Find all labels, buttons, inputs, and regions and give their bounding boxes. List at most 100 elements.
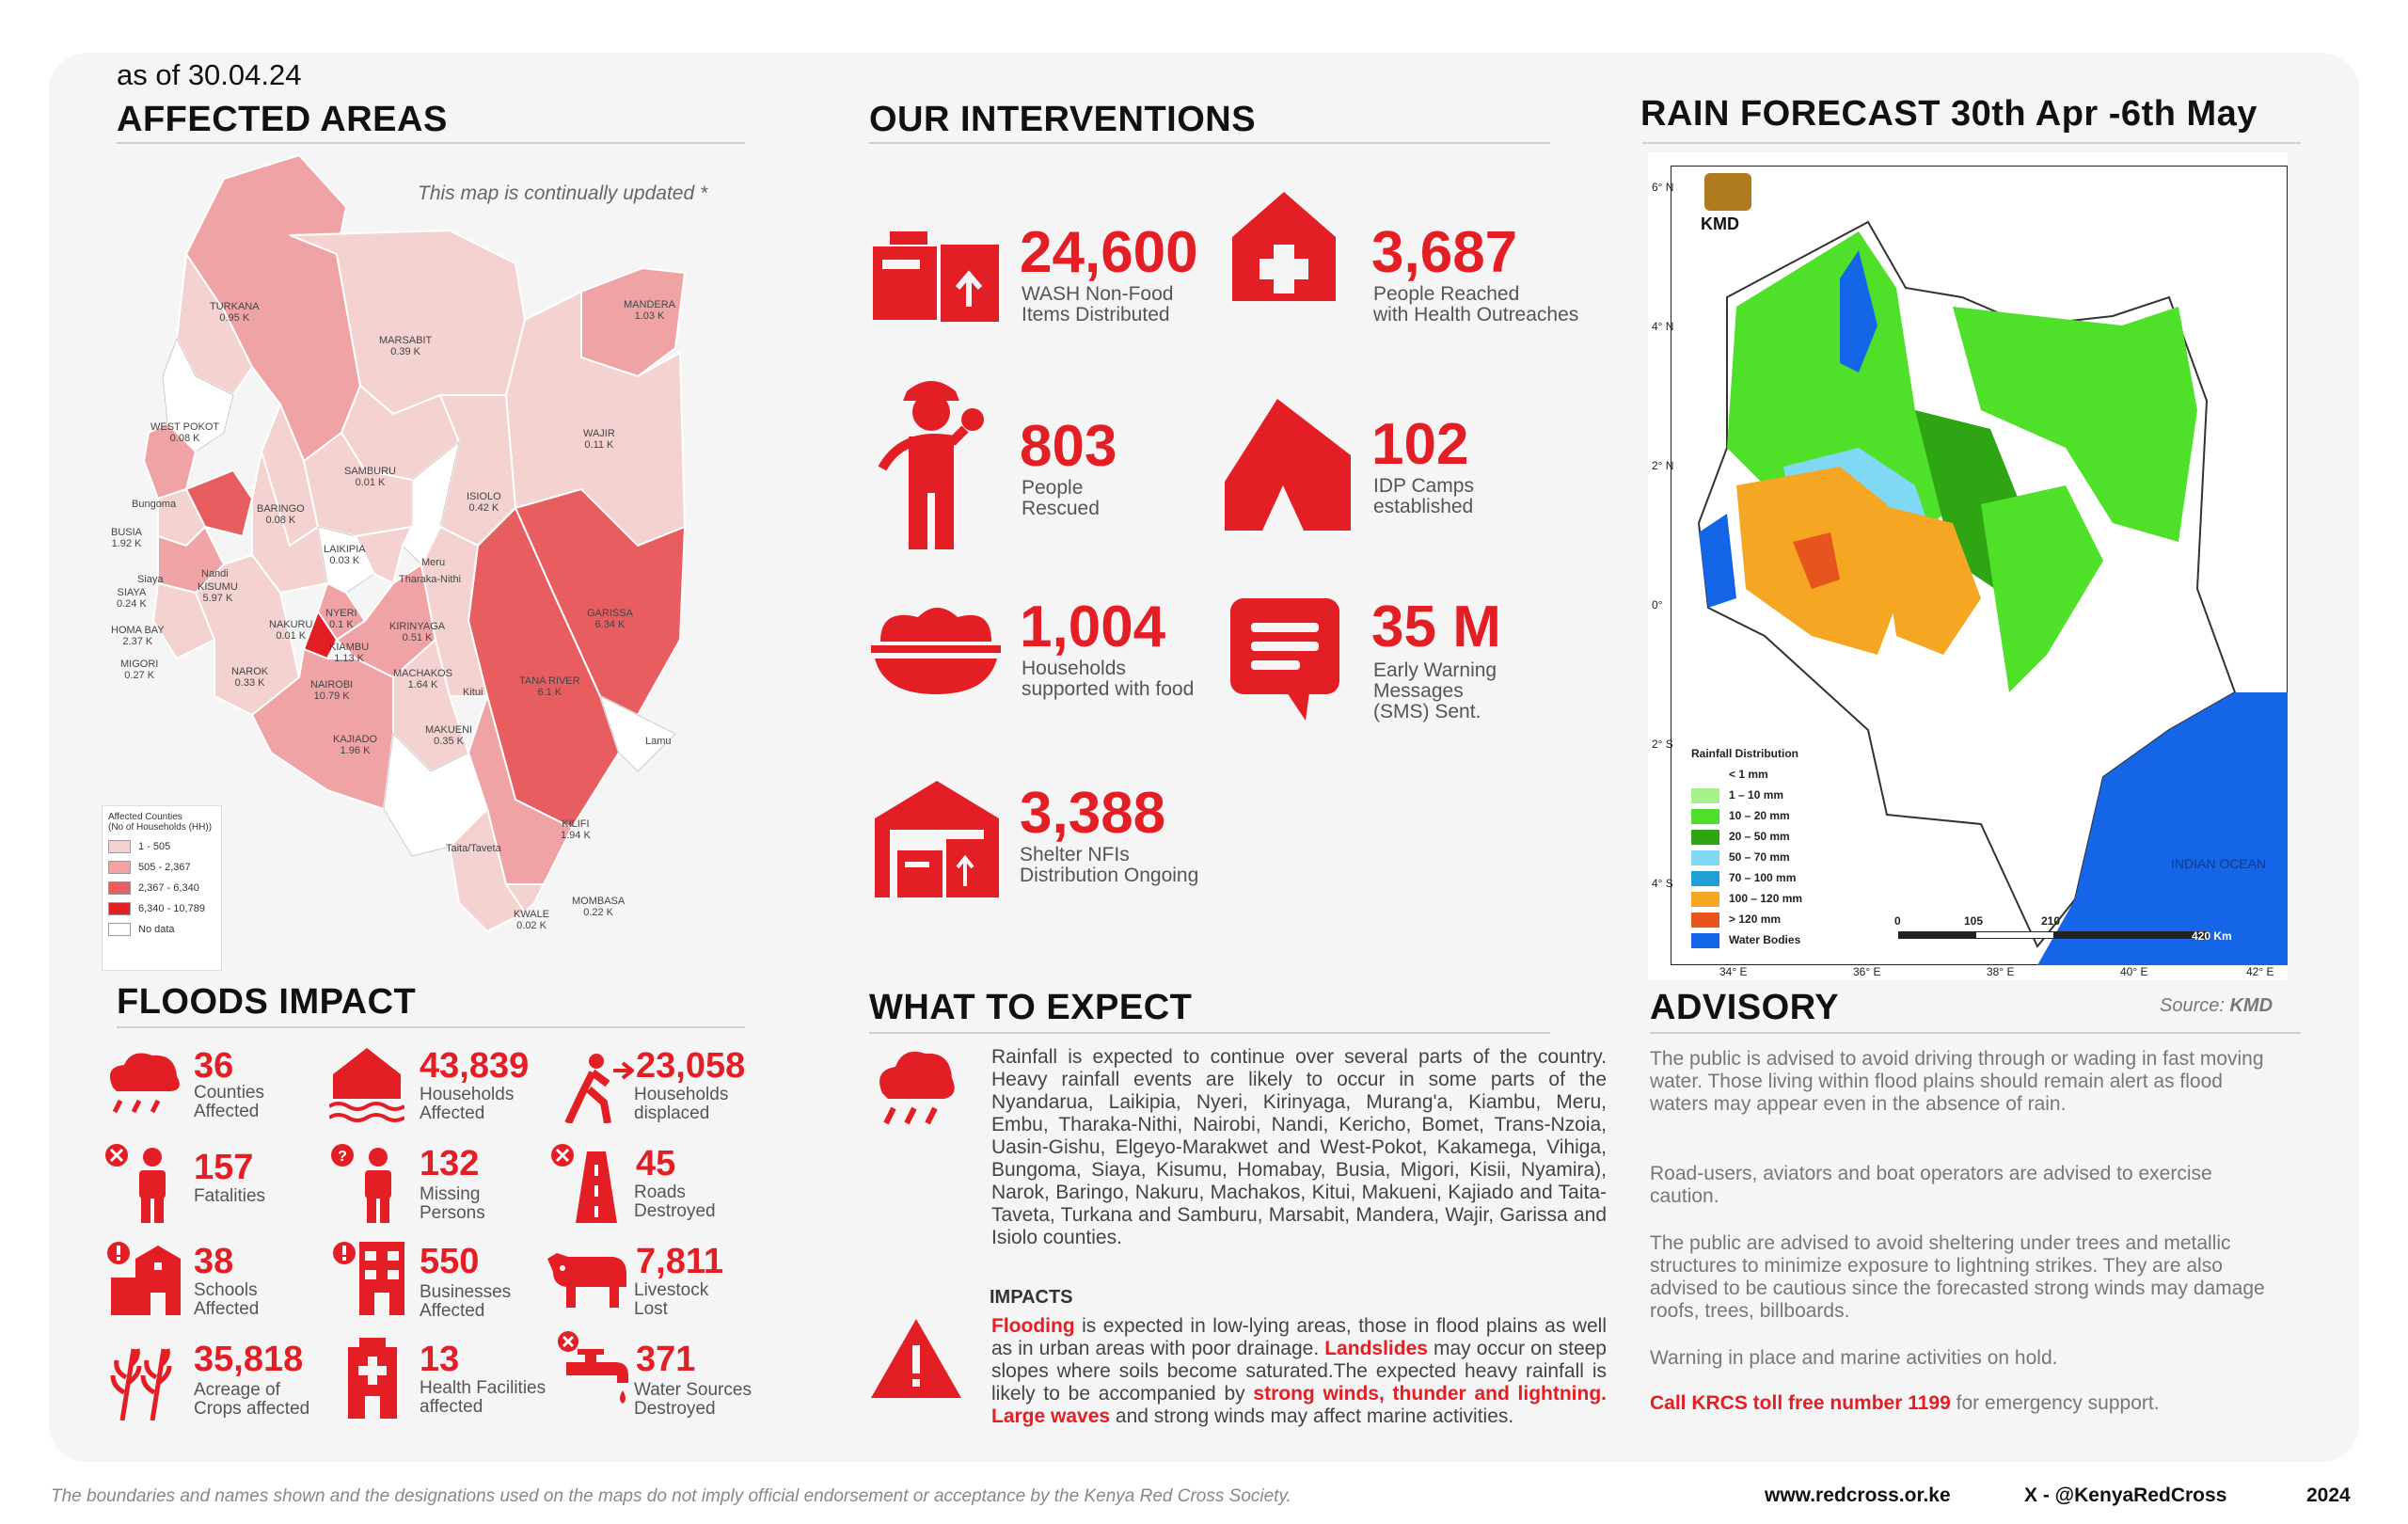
impact-landslides: Landslides: [1324, 1338, 1428, 1359]
impact-value: 550: [420, 1242, 480, 1281]
forecast-rule: [1642, 142, 2301, 144]
map-label: WEST POKOT 0.08 K: [150, 421, 220, 444]
legend-item: No data: [108, 919, 215, 940]
map-label: MANDERA 1.03 K: [624, 299, 676, 322]
rain-zone-red: [1793, 532, 1840, 589]
impacts-paragraph: Flooding is expected in low-lying areas,…: [991, 1315, 1608, 1427]
map-label: MAKUENI 0.35 K: [425, 724, 473, 747]
map-label: NAIROBI 10.79 K: [310, 679, 354, 702]
map-label: KISUMU 5.97 K: [198, 581, 238, 604]
legend-swatch: [108, 881, 131, 896]
impact-label: Health Facilities affected: [420, 1378, 547, 1417]
water-tap-icon: [558, 1331, 628, 1404]
legend-item: 505 - 2,367: [108, 857, 215, 878]
map-note: This map is continually updated *: [418, 183, 708, 204]
intervention-label: WASH Non-Food Items Distributed: [1022, 283, 1174, 325]
lat-tick: 2° N: [1652, 459, 1674, 472]
rainfall-legend-item: Water Bodies: [1691, 929, 1879, 950]
affected-areas-title: AFFECTED AREAS: [117, 100, 448, 139]
rain-zone-green-north: [1953, 307, 2197, 542]
impact-label: Fatalities: [194, 1186, 266, 1206]
county-nyeri: [317, 526, 375, 594]
legend-swatch: [108, 923, 131, 937]
county-kirinyaga: [354, 525, 414, 585]
map-label: KWALE 0.02 K: [514, 909, 550, 931]
map-label: KILIFI 1.94 K: [561, 818, 591, 841]
footer-website[interactable]: www.redcross.or.ke: [1765, 1484, 1951, 1506]
fatality-person-icon: [105, 1144, 166, 1223]
impact-flooding: Flooding: [991, 1315, 1075, 1337]
impact-label: Roads Destroyed: [634, 1183, 716, 1221]
impacts-subtitle: IMPACTS: [990, 1287, 1073, 1308]
road-icon: [551, 1144, 617, 1223]
impact-value: 371: [636, 1340, 696, 1379]
map-label: MIGORI 0.27 K: [120, 659, 159, 681]
map-label: BUSIA 1.92 K: [111, 527, 143, 549]
floods-impact-rule: [117, 1026, 745, 1028]
lake-victoria: [1699, 514, 1736, 608]
rain-zone-orange-central: [1877, 504, 1981, 655]
map-label: Meru: [421, 557, 446, 568]
business-icon: [333, 1242, 404, 1315]
rainfall-legend-item: 20 – 50 mm: [1691, 826, 1879, 847]
map-label: NYERI 0.1 K: [325, 608, 357, 630]
interventions-rule: [869, 142, 1550, 144]
health-house-icon: [1232, 192, 1336, 301]
map-label: TURKANA 0.95 K: [210, 301, 260, 324]
intervention-label: Early Warning Messages (SMS) Sent.: [1373, 659, 1497, 722]
impact-value: 157: [194, 1148, 254, 1187]
lake-turkana: [1840, 250, 1877, 373]
map-label: Bungoma: [132, 499, 177, 510]
intervention-label: Shelter NFIs Distribution Ongoing: [1020, 844, 1199, 886]
legend-swatch: [108, 840, 131, 854]
legend-swatch: [108, 861, 131, 875]
box-arrow-icon: [871, 231, 999, 322]
rainfall-legend-title: Rainfall Distribution: [1691, 747, 1798, 760]
scale-tick: 420 Km: [2192, 929, 2232, 943]
indian-ocean: [2037, 692, 2288, 965]
lon-tick: 42° E: [2246, 965, 2274, 978]
expect-paragraph: Rainfall is expected to continue over se…: [991, 1046, 1607, 1248]
impact-value: 38: [194, 1242, 234, 1281]
warehouse-icon: [875, 781, 999, 897]
intervention-value: 24,600: [1020, 220, 1198, 285]
impact-winds: strong winds, thunder and lightning. Lar…: [991, 1383, 1608, 1427]
legend-item: 2,367 - 6,340: [108, 878, 215, 898]
ocean-label: INDIAN OCEAN: [2171, 856, 2267, 871]
map-label: NAROK 0.33 K: [231, 666, 269, 689]
advisory-call: Call KRCS toll free number 1199 for emer…: [1650, 1392, 2160, 1414]
lon-tick: 34° E: [1719, 965, 1748, 978]
impact-label: Livestock Lost: [634, 1280, 709, 1319]
intervention-label: People Rescued: [1022, 477, 1100, 519]
impact-value: 132: [420, 1144, 480, 1183]
rescuer-icon: [878, 381, 984, 549]
footer-social[interactable]: X - @KenyaRedCross: [2024, 1484, 2227, 1506]
food-bowl-icon: [871, 608, 1001, 694]
footer-year: 2024: [2306, 1484, 2351, 1506]
county-nakuru: [251, 451, 329, 595]
school-icon: [107, 1242, 181, 1315]
county-lamu: [599, 695, 676, 772]
map-label: ISIOLO 0.42 K: [467, 491, 501, 514]
map-label: SAMBURU 0.01 K: [344, 466, 397, 488]
rain-zone-green-east: [1981, 485, 2103, 692]
rainfall-legend-item: 70 – 100 mm: [1691, 867, 1879, 888]
lat-tick: 6° N: [1652, 181, 1674, 194]
intervention-value: 803: [1020, 414, 1117, 479]
affected-legend: Affected Counties (No of Households (HH)…: [102, 805, 222, 971]
scale-tick: 210: [2041, 914, 2061, 928]
intervention-value: 1,004: [1020, 595, 1166, 659]
intervention-value: 3,388: [1020, 781, 1166, 846]
impact-label: Schools Affected: [194, 1280, 260, 1319]
advisory-p3: The public are advised to avoid shelteri…: [1650, 1232, 2265, 1322]
intervention-label: IDP Camps established: [1373, 475, 1474, 517]
affected-areas-rule: [117, 142, 745, 144]
legend-swatch: [108, 902, 131, 916]
forecast-source: Source: KMD: [2160, 995, 2273, 1016]
footer-disclaimer: The boundaries and names shown and the d…: [51, 1486, 1291, 1506]
map-labels: TURKANA 0.95 K MARSABIT 0.39 K MANDERA 1.03…: [111, 151, 751, 941]
map-label: MARSABIT 0.39 K: [379, 335, 433, 357]
rainfall-legend-item: 1 – 10 mm: [1691, 785, 1879, 805]
what-to-expect-title: WHAT TO EXPECT: [869, 988, 1193, 1027]
message-icon: [1230, 598, 1339, 721]
